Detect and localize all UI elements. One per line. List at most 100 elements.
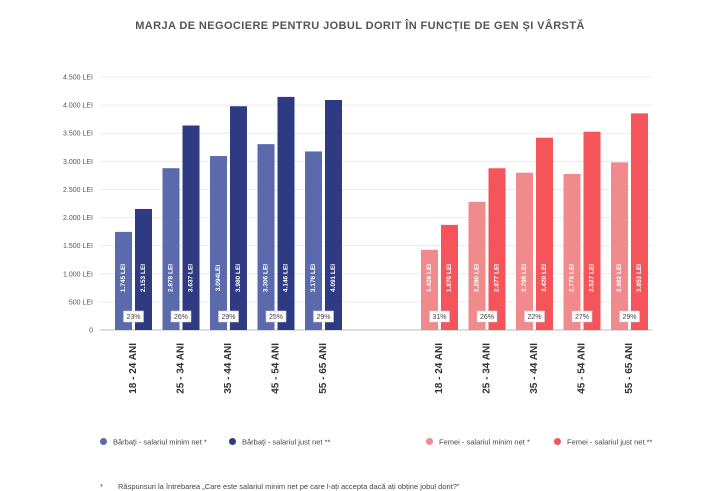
x-tick-label: 35 - 44 ANI <box>223 343 234 394</box>
bar-value-label: 3.420 LEI <box>541 264 548 292</box>
x-tick-label: 25 - 34 ANI <box>482 343 493 394</box>
y-axis: 0 500 LEI 1.000 LEI 1.500 LEI 2.000 LEI 2.500… <box>63 75 93 335</box>
margin-label: 26% <box>480 314 494 321</box>
legend-item-men-just: Bărbați - salariul just net ** <box>229 437 330 447</box>
legend-swatch <box>554 437 561 445</box>
margin-label: 26% <box>174 314 188 321</box>
bar-value-label: 4.091 LEI <box>330 264 337 292</box>
margin-label: 25% <box>269 314 283 321</box>
bar-value-label: 1.426 LEI <box>426 264 433 292</box>
x-tick-label: 45 - 54 ANI <box>271 343 282 394</box>
bar-value-label: 1.745 LEI <box>120 264 127 292</box>
bar-chart: 0 500 LEI 1.000 LEI 1.500 LEI 2.000 LEI 2.500… <box>63 75 652 394</box>
legend-item-men-min: Bărbați - salariul minim net * <box>100 437 207 447</box>
legend-label: Bărbați - salariul just net ** <box>242 437 331 447</box>
bar <box>631 113 648 330</box>
margin-badge <box>571 310 593 323</box>
bar <box>468 201 486 330</box>
legend-label: Femei - salariul just net ** <box>567 437 653 447</box>
bar-value-label: 2.280 LEI <box>474 264 481 292</box>
margin-badge <box>429 310 450 323</box>
bar <box>516 172 533 330</box>
bar <box>135 208 152 330</box>
bar-value-label: 4.146 LEI <box>283 264 290 292</box>
footnote-marker: * <box>100 482 103 491</box>
legend-swatch <box>426 437 433 445</box>
margin-label: 29% <box>316 314 330 321</box>
bar-value-label: 1.870 LEI <box>446 264 453 292</box>
y-tick-label: 2.500 LEI <box>63 187 93 194</box>
bar <box>563 173 581 330</box>
y-tick-label: 3.500 LEI <box>63 131 93 138</box>
bar-value-label: 3.980 LEI <box>235 264 242 292</box>
legend-label: Bărbați - salariul minim net * <box>113 437 207 447</box>
bar-value-label: 2.878 LEI <box>168 264 175 292</box>
bar <box>421 249 438 330</box>
margin-badge <box>476 310 498 323</box>
y-tick-label: 3.000 LEI <box>63 159 93 166</box>
margin-label: 29% <box>221 314 235 321</box>
legend-item-women-min: Femei - salariul minim net * <box>426 437 530 447</box>
bar <box>536 137 553 330</box>
bar <box>611 162 628 330</box>
margin-label: 22% <box>527 314 541 321</box>
bar <box>162 168 180 330</box>
bar-value-label: 2.153 LEI <box>140 264 147 292</box>
bar-value-label: 3.306 LEI <box>263 264 270 292</box>
y-tick-label: 2.000 LEI <box>63 215 93 222</box>
bar-value-label: 3.637 LEI <box>188 264 195 292</box>
legend-item-women-just: Femei - salariul just net ** <box>554 437 652 447</box>
x-tick-label: 55 - 65 ANI <box>624 343 635 394</box>
margin-badge <box>170 310 192 323</box>
y-gridlines <box>100 76 652 331</box>
footnote-text: Răspunsuri la întrebarea „Care este sala… <box>118 482 460 491</box>
bar-value-label: 2.982 LEI <box>616 264 623 292</box>
bar-value-label: 3.853 LEI <box>636 264 643 292</box>
legend-swatch <box>229 437 236 445</box>
bar <box>230 106 247 330</box>
y-tick-label: 1.000 LEI <box>63 271 93 278</box>
chart-title: MARJA DE NEGOCIERE PENTRU JOBUL DORIT ÎN… <box>135 20 585 32</box>
margin-label: 29% <box>622 314 636 321</box>
bar-value-label: 3.527 LEI <box>589 264 596 292</box>
y-tick-label: 0 <box>89 328 93 335</box>
bar <box>257 144 275 330</box>
legend-swatch <box>100 437 107 445</box>
bar-value-label: 2.877 LEI <box>494 264 501 292</box>
margin-label: 27% <box>575 314 589 321</box>
x-tick-label: 25 - 34 ANI <box>176 343 187 394</box>
margin-badge <box>619 310 640 323</box>
legend-label: Femei - salariul minim net * <box>439 437 530 447</box>
bar <box>325 99 342 330</box>
margin-badge <box>265 310 287 323</box>
bar <box>441 224 458 330</box>
margin-label: 31% <box>432 314 446 321</box>
margin-badge <box>313 310 334 323</box>
bar <box>115 231 132 330</box>
bar <box>182 125 200 330</box>
x-tick-label: 18 - 24 ANI <box>434 343 445 394</box>
bar <box>277 96 295 330</box>
y-tick-label: 500 LEI <box>69 299 93 306</box>
y-tick-label: 4.500 LEI <box>63 75 93 82</box>
bars: 1.745 LEI 2.153 LEI 23% 2.878 LEI 3.637 LEI 2… <box>115 96 648 330</box>
bar <box>305 151 322 330</box>
y-tick-label: 1.500 LEI <box>63 243 93 250</box>
margin-badge <box>524 310 545 323</box>
margin-badge <box>123 310 144 323</box>
bar-value-label: 2.798 LEI <box>521 264 528 292</box>
bar-value-label: 2.775 LEI <box>569 264 576 292</box>
bar <box>210 156 227 330</box>
x-axis: 18 - 24 ANI 25 - 34 ANI 35 - 44 ANI 45 - 54… <box>128 343 635 394</box>
margin-badge <box>218 310 239 323</box>
margin-label: 23% <box>126 314 140 321</box>
x-tick-label: 55 - 65 ANI <box>318 343 329 394</box>
x-tick-label: 18 - 24 ANI <box>128 343 139 394</box>
bar-value-label: 3.094LEI <box>215 265 222 292</box>
x-tick-label: 45 - 54 ANI <box>577 343 588 394</box>
bar-value-label: 3.176 LEI <box>310 264 317 292</box>
bar <box>583 131 601 330</box>
bar <box>488 168 506 330</box>
y-tick-label: 4.000 LEI <box>63 103 93 110</box>
x-tick-label: 35 - 44 ANI <box>529 343 540 394</box>
